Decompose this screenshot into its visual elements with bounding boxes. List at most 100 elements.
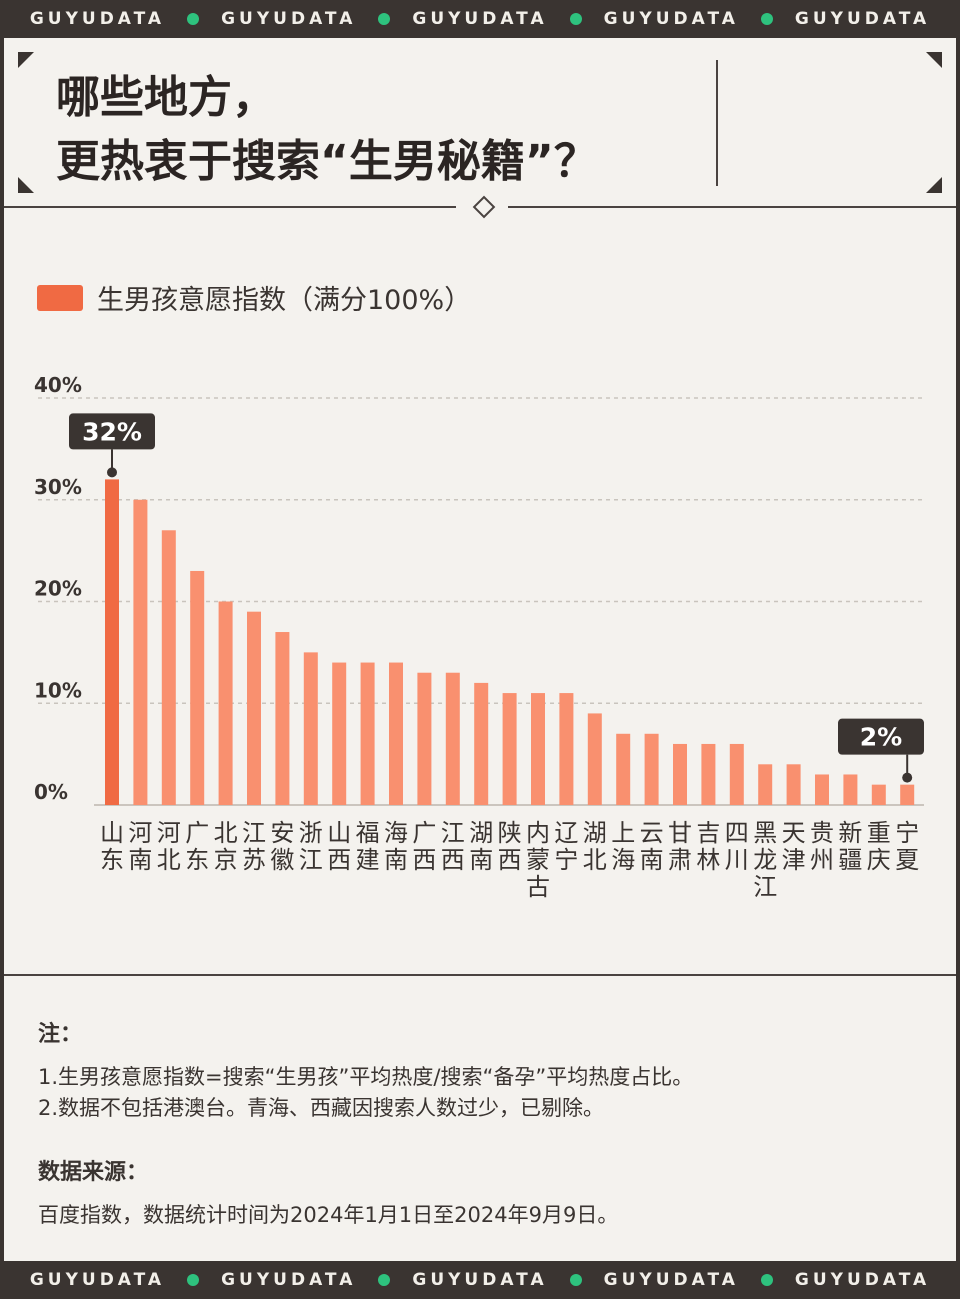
top-brand-band: GUYUDATA GUYUDATA GUYUDATA GUYUDATA GUYU… — [0, 0, 960, 38]
brand-text: GUYUDATA — [29, 9, 166, 29]
notes-heading: 注： — [38, 1022, 83, 1047]
x-category-label: 西 — [498, 846, 522, 874]
source-text: 百度指数，数据统计时间为2024年1月1日至2024年9月9日。 — [38, 1203, 619, 1227]
x-category-label: 京 — [214, 846, 238, 874]
bar — [729, 743, 744, 805]
x-category-label: 陕 — [498, 819, 522, 847]
bar — [389, 662, 403, 805]
corner-triangle-icon — [926, 177, 942, 193]
x-category-label: 贵 — [810, 819, 834, 847]
x-category-label: 新 — [838, 819, 862, 847]
bar — [105, 479, 119, 805]
bar-chart: 0%10%20%30%40%山东32%河南河北广东北京江苏安徽浙江山西福建海南广… — [34, 373, 924, 901]
x-category-label: 宁 — [554, 846, 578, 874]
bar — [332, 662, 347, 805]
bar — [616, 733, 631, 805]
bottom-brand-band: GUYUDATA GUYUDATA GUYUDATA GUYUDATA GUYU… — [0, 1261, 960, 1299]
data-label: 32% — [82, 417, 142, 446]
bar — [758, 764, 773, 805]
x-category-label: 疆 — [838, 846, 862, 874]
x-category-label: 津 — [782, 846, 806, 874]
page-title: 哪些地方， 更热衷于搜索“生男秘籍”？ — [56, 66, 716, 194]
x-category-label: 北 — [157, 846, 181, 874]
x-category-label: 安 — [270, 819, 294, 847]
header-rule-left — [4, 206, 456, 208]
x-category-label: 川 — [725, 846, 749, 874]
bar — [133, 499, 148, 805]
note-item: 2.数据不包括港澳台。青海、西藏因搜索人数过少，已剔除。 — [38, 1096, 605, 1120]
green-dot-icon — [187, 1274, 200, 1286]
x-category-label: 四 — [725, 819, 749, 847]
bar — [871, 784, 886, 805]
x-category-label: 福 — [356, 819, 380, 847]
brand-text: GUYUDATA — [29, 1270, 166, 1290]
x-category-label: 重 — [867, 819, 891, 847]
y-tick-label: 0% — [34, 780, 68, 804]
brand-text: GUYUDATA — [603, 1270, 739, 1290]
x-category-label: 西 — [327, 846, 351, 874]
x-category-label: 南 — [640, 846, 664, 874]
x-category-label: 东 — [100, 846, 124, 874]
x-category-label: 庆 — [867, 846, 891, 874]
brand-text: GUYUDATA — [412, 1270, 548, 1290]
corner-triangle-icon — [926, 52, 942, 68]
bar — [445, 672, 460, 805]
x-category-label: 州 — [810, 846, 834, 874]
x-category-label: 黑 — [753, 819, 777, 847]
title-line-1: 哪些地方， — [56, 72, 276, 123]
x-category-label: 苏 — [242, 846, 266, 874]
brand-text: GUYUDATA — [412, 9, 548, 29]
x-category-label: 西 — [441, 846, 465, 874]
y-tick-label: 30% — [34, 475, 82, 499]
green-dot-icon — [569, 13, 582, 25]
x-category-label: 海 — [384, 819, 408, 847]
bar — [247, 611, 261, 805]
x-category-label: 北 — [214, 819, 238, 847]
x-category-label: 北 — [583, 846, 607, 874]
x-category-label: 吉 — [696, 819, 720, 847]
bar — [360, 662, 375, 805]
x-category-label: 辽 — [554, 819, 578, 847]
poster-panel: 哪些地方， 更热衷于搜索“生男秘籍”？ 生男孩意愿指数（满分100%） 0% 10… — [4, 38, 956, 1261]
x-category-label: 湖 — [583, 819, 607, 847]
bar — [559, 693, 574, 805]
x-category-label: 江 — [753, 873, 777, 901]
bar — [587, 713, 602, 805]
x-category-label: 夏 — [895, 846, 919, 874]
bar — [474, 682, 489, 805]
x-category-label: 河 — [157, 819, 181, 847]
data-label: 2% — [860, 723, 902, 752]
brand-text: GUYUDATA — [221, 1270, 357, 1290]
x-category-label: 江 — [242, 819, 266, 847]
x-category-label: 南 — [469, 846, 493, 874]
x-category-label: 东 — [185, 846, 209, 874]
corner-triangle-icon — [18, 52, 34, 68]
bar — [417, 672, 432, 805]
green-dot-icon — [760, 13, 773, 25]
bar — [701, 743, 716, 805]
notes-section: 注： 1.生男孩意愿指数=搜索“生男孩”平均热度/搜索“备孕”平均热度占比。 2… — [38, 1016, 918, 1231]
x-category-label: 天 — [782, 819, 806, 847]
green-dot-icon — [378, 1274, 391, 1286]
corner-triangle-icon — [18, 177, 34, 193]
x-category-label: 江 — [441, 819, 465, 847]
bar — [218, 601, 233, 805]
bar — [815, 774, 829, 805]
x-category-label: 建 — [356, 846, 380, 874]
bar — [900, 784, 915, 805]
bar — [161, 530, 176, 805]
chart-legend: 生男孩意愿指数（满分100%） — [37, 278, 471, 317]
x-category-label: 山 — [100, 819, 124, 847]
source-heading: 数据来源： — [38, 1160, 149, 1185]
notes-rule — [4, 974, 956, 976]
x-category-label: 浙 — [299, 819, 323, 847]
brand-text: GUYUDATA — [221, 9, 357, 29]
title-line-2: 更热衷于搜索“生男秘籍”？ — [56, 136, 598, 187]
title-divider — [716, 60, 718, 186]
x-category-label: 甘 — [668, 819, 692, 847]
brand-text: GUYUDATA — [794, 9, 931, 29]
x-category-label: 蒙 — [526, 846, 550, 874]
x-category-label: 江 — [299, 846, 323, 874]
annotation-dot — [902, 772, 913, 783]
green-dot-icon — [187, 13, 200, 25]
